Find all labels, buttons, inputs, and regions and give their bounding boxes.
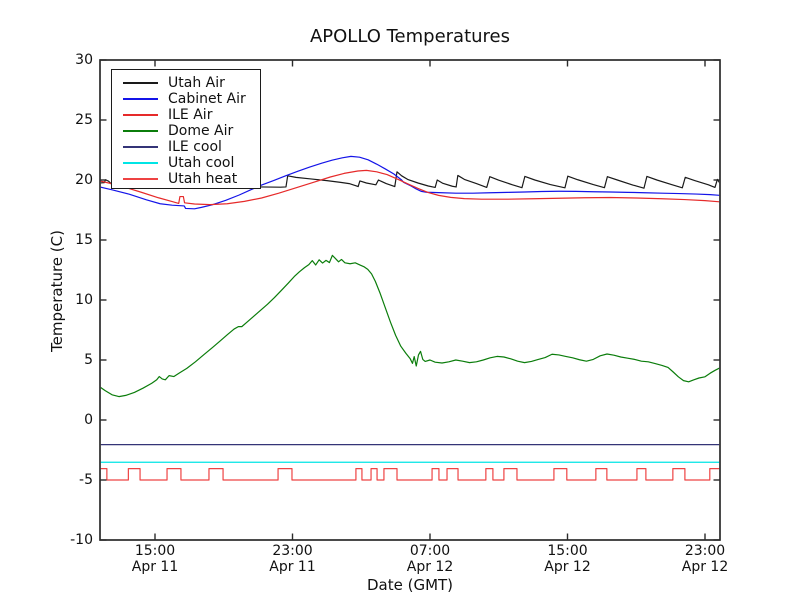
y-tick-label: 5 [84,352,93,368]
legend-item-label: ILE Air [168,107,213,123]
legend-line-swatch [123,130,158,132]
y-tick-label: 15 [75,232,93,248]
x-tick-label: 15:00 Apr 12 [513,543,623,575]
x-tick-date: Apr 12 [681,559,729,575]
x-tick-time: 23:00 [684,543,726,559]
legend-item-label: Dome Air [168,123,234,139]
series-line-cabinet-air [100,155,720,210]
x-tick-label: 15:00 Apr 11 [100,543,210,575]
x-tick-time: 07:00 [409,543,451,559]
x-tick-time: 23:00 [272,543,313,559]
y-tick-label: 0 [84,412,93,428]
chart-title: APOLLO Temperatures [309,26,511,47]
y-tick-label: 25 [75,112,93,128]
x-tick-date: Apr 12 [406,559,454,575]
y-tick-label: 10 [75,292,93,308]
series-line-utah-heat [100,468,720,481]
x-tick-label: 23:00 Apr 11 [238,543,348,575]
legend-item: Utah heat [112,171,260,187]
legend-item: ILE Air [112,107,260,123]
y-tick-label: 30 [75,52,93,68]
series-line-dome-air [100,254,720,398]
x-tick-label: 23:00 Apr 12 [650,543,760,575]
legend-line-swatch [123,114,158,116]
legend-item: Dome Air [112,123,260,139]
series-line-ile-air [100,169,720,206]
x-tick-time: 15:00 [134,543,176,559]
tick-marks [100,59,720,541]
x-tick-date: Apr 11 [131,559,179,575]
legend-item: Utah Air [112,75,260,91]
legend: Utah Air Cabinet Air ILE Air Dome Air ILE co… [111,69,261,189]
legend-item-label: Cabinet Air [168,91,246,107]
legend-line-swatch [123,98,158,100]
legend-line-swatch [123,162,158,164]
legend-line-swatch [123,178,158,180]
legend-item: Utah cool [112,155,260,171]
legend-item: ILE cool [112,139,260,155]
x-tick-time: 15:00 [547,543,588,559]
x-tick-label: 07:00 Apr 12 [375,543,485,575]
legend-item-label: Utah heat [168,171,238,187]
x-axis-label: Date (GMT) [366,576,454,594]
legend-item-label: Utah Air [168,75,225,91]
x-tick-date: Apr 12 [544,559,591,575]
x-tick-date: Apr 11 [269,559,316,575]
legend-item: Cabinet Air [112,91,260,107]
y-tick-label: 20 [75,172,93,188]
y-tick-label: -5 [79,472,93,488]
y-tick-label: -10 [70,532,93,548]
series-line-utah-air [100,171,720,189]
legend-item-label: Utah cool [168,155,235,171]
legend-line-swatch [123,82,158,84]
legend-line-swatch [123,146,158,148]
legend-item-label: ILE cool [168,139,222,155]
